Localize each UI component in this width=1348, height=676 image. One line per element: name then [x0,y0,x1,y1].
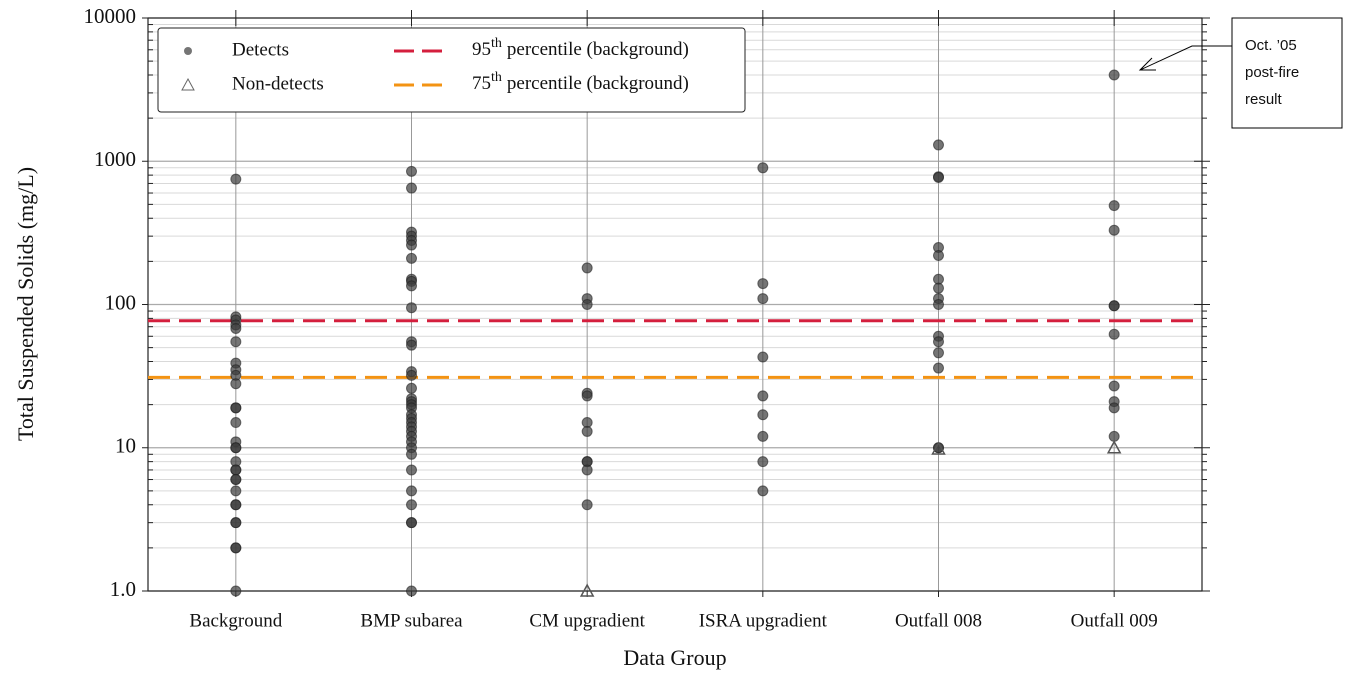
y-tick-label: 10000 [84,4,137,28]
y-axis-label: Total Suspended Solids (mg/L) [13,167,38,441]
detect-point [230,417,242,429]
legend-label-part: percentile (background) [507,73,689,94]
detect-point [933,172,944,184]
legend-marker [181,77,195,91]
annotation-text: result [1245,91,1283,108]
detect-point [406,499,417,511]
y-tick-label: 10 [115,434,136,458]
detect-point [230,585,242,597]
legend-label-part: th [491,36,502,51]
detect-point [406,280,417,292]
detect-point [757,485,769,497]
detect-point [406,339,417,351]
detect-point [933,347,944,359]
y-tick-label: 1000 [94,147,136,171]
detect-point [230,378,242,390]
detect-point [757,456,769,468]
detect-point [933,139,944,151]
detect-point [1108,402,1120,414]
detect-point [406,517,417,529]
detect-point [933,282,944,294]
detect-point [406,585,417,597]
detect-point [933,249,944,261]
legend: Detects Non-detects 95th percentile (backgr… [157,27,746,113]
y-tick-label: 100 [105,290,137,314]
legend-label: 75th percentile (background) [472,70,689,94]
non-detect-point [579,583,595,597]
detect-point [581,499,593,511]
x-tick-label: ISRA upgradient [699,610,828,631]
detect-point [581,464,593,476]
detect-point [406,382,417,394]
detect-point [406,464,417,476]
detect-point [581,299,593,310]
x-tick-label: CM upgradient [529,610,645,631]
detect-point [230,517,242,529]
detect-point [757,162,769,174]
detect-point [1108,300,1120,312]
annotation-text: post-fire [1245,64,1299,81]
detect-point [581,425,593,437]
legend-label-part: percentile (background) [507,39,689,60]
annotation-box [1231,17,1343,129]
annotation-text: Oct. ’05 [1245,37,1297,54]
detect-point [933,336,944,348]
detect-point [1108,380,1120,392]
detect-point [230,402,242,414]
non-detect-point [931,441,946,455]
legend-box [157,27,746,113]
detect-point [1108,328,1120,340]
detect-point [230,485,242,497]
detect-point [757,351,769,363]
legend-marker [184,47,192,55]
annotation: Oct. ’05 post-fire result [1138,17,1343,129]
detect-point [406,252,417,264]
detect-point [1108,200,1120,212]
detect-point [406,369,417,381]
x-tick-label: BMP subarea [360,610,463,631]
legend-label: Non-detects [232,73,324,94]
legend-label: 95th percentile (background) [472,36,689,60]
detect-point [230,173,242,185]
detect-point [1108,69,1120,81]
x-tick-label: Background [189,610,282,631]
detect-point [581,390,593,402]
detect-point [1108,430,1120,442]
detect-point [230,499,242,511]
detect-point [406,302,417,314]
detect-point [757,278,769,290]
x-tick-label: Outfall 009 [1071,610,1158,631]
legend-label-part: 75 [472,73,491,94]
detect-point [757,409,769,421]
detect-point [757,390,769,402]
arrow-head [1138,57,1156,71]
detect-point [406,182,417,194]
non-detect-point [1106,440,1122,454]
detect-point [406,239,417,251]
detect-point [230,322,242,334]
x-axis-label: Data Group [623,645,726,670]
detect-point [230,474,242,486]
legend-label: Detects [232,39,289,60]
y-tick-label: 1.0 [110,577,136,601]
detect-point [406,165,417,177]
detect-point [230,464,242,476]
detect-point [1108,224,1120,236]
detect-point [406,485,417,497]
detect-point [933,362,944,374]
detect-point [230,442,242,454]
detect-point [933,299,944,310]
x-tick-label: Outfall 008 [895,610,982,631]
detect-point [757,293,769,305]
detect-point [230,336,242,348]
legend-label-part: th [491,70,502,85]
detect-point [230,542,242,554]
detect-point [581,262,593,274]
detect-point [757,430,769,442]
annotation-arrow [1139,45,1232,71]
detect-point [406,448,417,460]
legend-label-part: 95 [472,39,491,60]
